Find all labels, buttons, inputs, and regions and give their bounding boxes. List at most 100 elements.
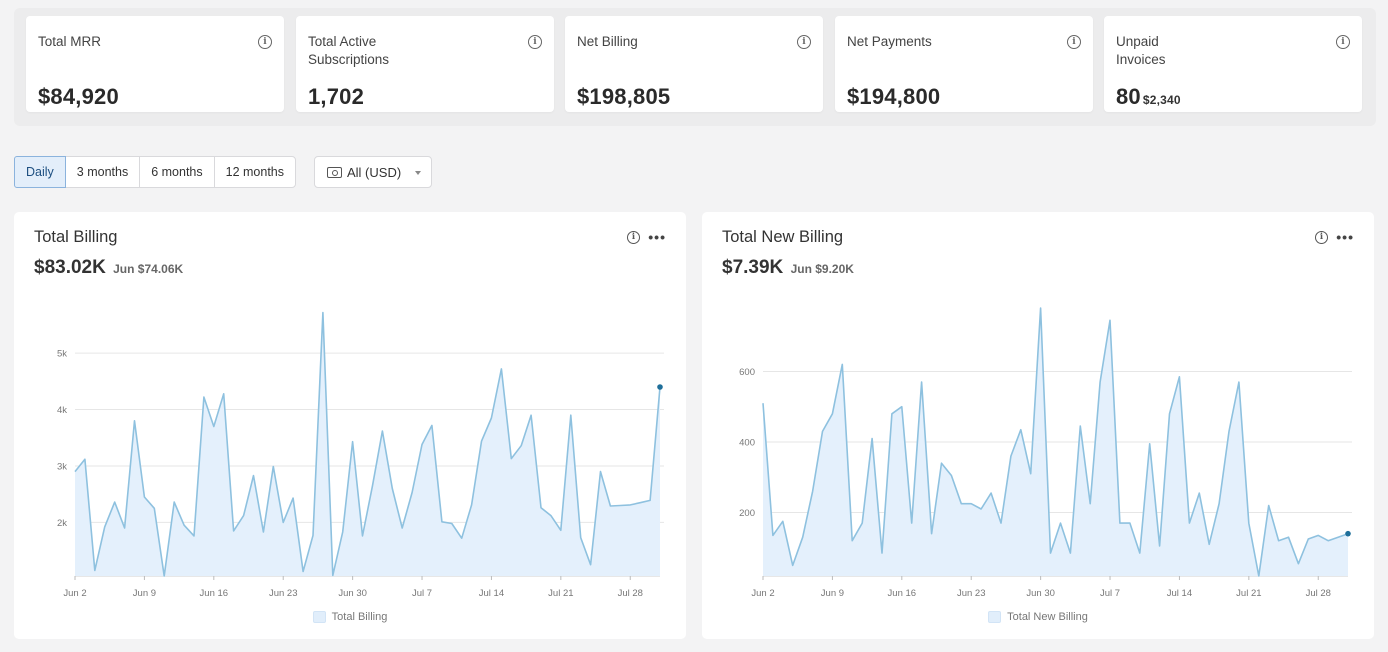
data-point[interactable] (1316, 533, 1320, 537)
data-point[interactable] (261, 530, 265, 534)
data-point[interactable] (979, 507, 983, 511)
info-icon[interactable]: i (1067, 35, 1081, 49)
data-point[interactable] (1019, 428, 1023, 432)
data-point[interactable] (771, 533, 775, 537)
data-point[interactable] (761, 401, 765, 405)
data-point[interactable] (321, 311, 325, 315)
data-point[interactable] (628, 503, 632, 507)
data-point[interactable] (212, 424, 216, 428)
data-point[interactable] (830, 412, 834, 416)
data-point[interactable] (410, 490, 414, 494)
info-icon[interactable]: i (1336, 35, 1350, 49)
data-point[interactable] (1039, 306, 1043, 310)
data-point[interactable] (222, 392, 226, 396)
data-point[interactable] (657, 384, 663, 390)
data-point[interactable] (1078, 424, 1082, 428)
data-point[interactable] (1197, 491, 1201, 495)
data-point[interactable] (1207, 542, 1211, 546)
currency-dropdown[interactable]: All (USD) (314, 156, 432, 188)
data-point[interactable] (1058, 521, 1062, 525)
data-point[interactable] (113, 500, 117, 504)
period-6-months-button[interactable]: 6 months (140, 157, 215, 187)
info-icon[interactable]: i (528, 35, 542, 49)
kpi-card-total-active-subscriptions[interactable]: Total Active Subscriptions i 1,702 (296, 16, 554, 112)
data-point[interactable] (781, 519, 785, 523)
data-point[interactable] (1345, 530, 1351, 537)
data-point[interactable] (1237, 380, 1241, 384)
info-icon[interactable]: i (258, 35, 272, 49)
data-point[interactable] (400, 526, 404, 530)
data-point[interactable] (539, 506, 543, 510)
data-point[interactable] (870, 436, 874, 440)
data-point[interactable] (1257, 574, 1261, 578)
data-point[interactable] (1118, 521, 1122, 525)
data-point[interactable] (900, 405, 904, 409)
more-icon[interactable]: ••• (1336, 229, 1354, 245)
data-point[interactable] (1029, 472, 1033, 476)
data-point[interactable] (519, 444, 523, 448)
data-point[interactable] (1168, 412, 1172, 416)
data-point[interactable] (499, 367, 503, 371)
data-point[interactable] (182, 523, 186, 527)
data-point[interactable] (850, 539, 854, 543)
series-line[interactable] (74, 311, 661, 577)
data-point[interactable] (480, 439, 484, 443)
data-point[interactable] (599, 470, 603, 474)
data-point[interactable] (648, 498, 652, 502)
data-point[interactable] (103, 525, 107, 529)
data-point[interactable] (1177, 375, 1181, 379)
period-daily-button[interactable]: Daily (14, 156, 66, 188)
data-point[interactable] (123, 526, 127, 530)
data-point[interactable] (811, 489, 815, 493)
data-point[interactable] (192, 534, 196, 538)
data-point[interactable] (430, 423, 434, 427)
data-point[interactable] (529, 413, 533, 417)
info-icon[interactable]: i (797, 35, 811, 49)
data-point[interactable] (142, 495, 146, 499)
data-point[interactable] (1128, 521, 1132, 525)
data-point[interactable] (1098, 380, 1102, 384)
data-point[interactable] (450, 522, 454, 526)
data-point[interactable] (271, 465, 275, 469)
data-point[interactable] (152, 506, 156, 510)
data-point[interactable] (1049, 551, 1053, 555)
data-point[interactable] (1148, 442, 1152, 446)
data-point[interactable] (470, 503, 474, 507)
data-point[interactable] (509, 457, 513, 461)
data-point[interactable] (1277, 539, 1281, 543)
info-icon[interactable]: i (627, 231, 640, 244)
data-point[interactable] (311, 533, 315, 537)
data-point[interactable] (172, 500, 176, 504)
data-point[interactable] (589, 563, 593, 567)
data-point[interactable] (331, 573, 335, 577)
data-point[interactable] (420, 443, 424, 447)
period-3-months-button[interactable]: 3 months (66, 157, 141, 187)
data-point[interactable] (341, 530, 345, 534)
data-point[interactable] (93, 568, 97, 572)
data-point[interactable] (1287, 535, 1291, 539)
data-point[interactable] (1088, 502, 1092, 506)
data-point[interactable] (202, 395, 206, 399)
data-point[interactable] (1247, 521, 1251, 525)
data-point[interactable] (380, 429, 384, 433)
data-point[interactable] (1267, 503, 1271, 507)
kpi-card-net-billing[interactable]: Net Billing i $198,805 (565, 16, 823, 112)
kpi-card-net-payments[interactable]: Net Payments i $194,800 (835, 16, 1093, 112)
data-point[interactable] (1009, 454, 1013, 458)
data-point[interactable] (1158, 544, 1162, 548)
chart-legend[interactable]: Total New Billing (702, 611, 1374, 623)
data-point[interactable] (860, 521, 864, 525)
data-point[interactable] (251, 474, 255, 478)
data-point[interactable] (1296, 562, 1300, 566)
data-point[interactable] (1138, 551, 1142, 555)
kpi-card-total-mrr[interactable]: Total MRR i $84,920 (26, 16, 284, 112)
data-point[interactable] (1187, 521, 1191, 525)
data-point[interactable] (910, 521, 914, 525)
data-point[interactable] (559, 528, 563, 532)
info-icon[interactable]: i (1315, 231, 1328, 244)
data-point[interactable] (1326, 539, 1330, 543)
data-point[interactable] (1227, 429, 1231, 433)
data-point[interactable] (820, 429, 824, 433)
data-point[interactable] (301, 569, 305, 573)
data-point[interactable] (281, 520, 285, 524)
